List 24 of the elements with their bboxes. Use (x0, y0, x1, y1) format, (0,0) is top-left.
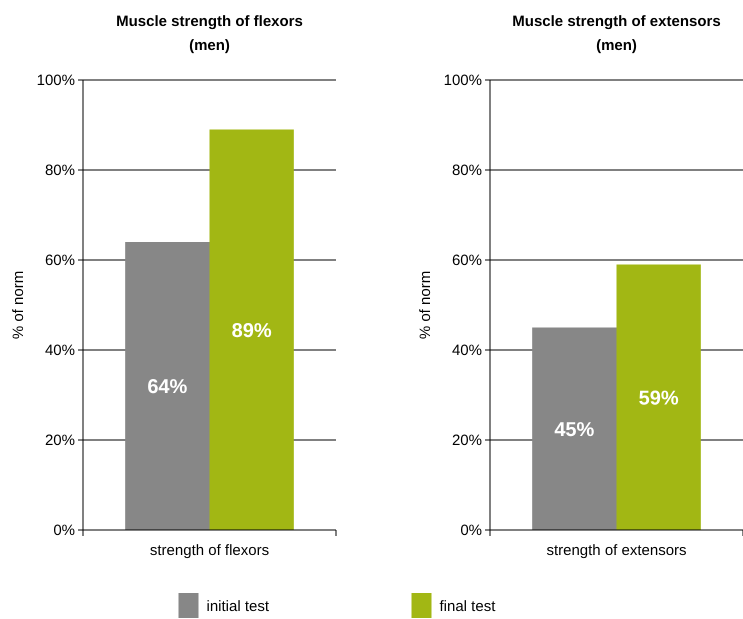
y-tick-label: 80% (44, 162, 75, 179)
y-tick-label: 80% (452, 162, 482, 179)
y-tick-label: 60% (44, 252, 75, 269)
y-tick-label: 40% (44, 342, 75, 359)
chart-title: Muscle strength of extensors (men) (512, 13, 721, 54)
y-axis-title: % of norm (10, 270, 27, 340)
y-tick-label: 20% (452, 432, 482, 449)
y-tick-label: 40% (452, 342, 482, 359)
y-tick-label: 0% (53, 522, 75, 539)
data-label: 45% (554, 418, 595, 441)
x-tick-label: strength of flexors (150, 542, 270, 559)
data-label: 89% (232, 320, 272, 342)
chart-title: Muscle strength of flexors (men) (116, 13, 303, 54)
data-label: 64% (147, 376, 188, 398)
legend-label: initial test (206, 598, 270, 615)
y-tick-label: 60% (452, 252, 482, 269)
y-tick-label: 100% (36, 72, 75, 89)
y-axis-title: % of norm (417, 270, 434, 340)
x-tick-label: strength of extensors (546, 542, 687, 559)
y-tick-label: 20% (44, 432, 75, 449)
y-tick-label: 100% (444, 72, 482, 89)
data-label: 59% (638, 387, 679, 410)
y-tick-label: 0% (460, 522, 482, 539)
legend-label: final test (440, 598, 496, 615)
